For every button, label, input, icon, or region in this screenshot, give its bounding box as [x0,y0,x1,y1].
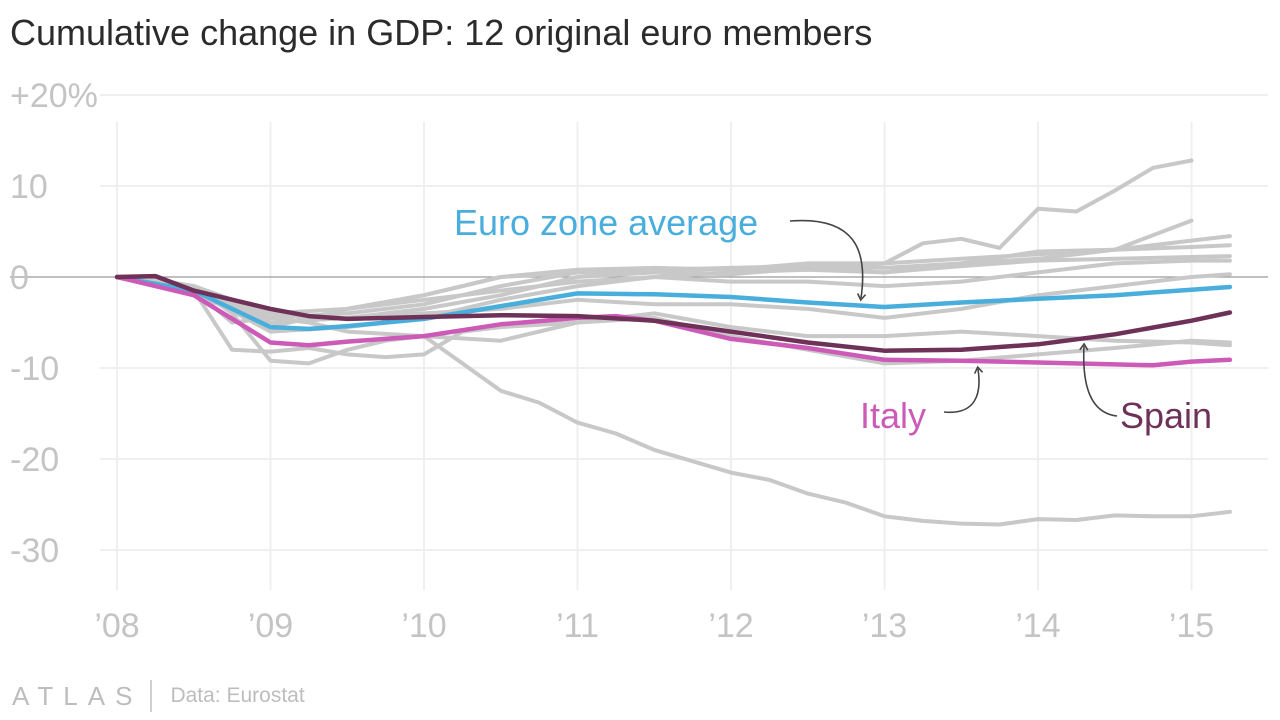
atlas-logo: ATLAS [12,680,143,711]
x-tick-label: ’15 [1169,607,1214,645]
spain-line [114,273,1233,353]
x-axis-ticks: ’08 ’09 ’10 ’11 ’12 ’13 ’14 ’15 [94,607,1214,645]
y-tick-label: -20 [10,441,59,479]
euro-zone-average-line [114,274,1233,332]
y-tick-label: 0 [10,259,29,297]
euro-zone-average-label: Euro zone average [454,202,758,243]
italy-label: Italy [860,395,926,436]
spain-label: Spain [1120,395,1212,436]
footer: ATLAS Data: Eurostat [12,676,305,716]
country-line [115,275,1232,366]
y-tick-label: +20% [10,77,98,115]
x-tick-label: ’11 [556,607,599,645]
country-line [115,275,1232,527]
italy-arrow [943,365,984,413]
source-note: Data: Eurostat [170,684,305,707]
x-tick-label: ’13 [862,607,907,645]
highlighted-lines [114,273,1233,368]
gridlines [10,94,1268,590]
footer-divider [150,680,153,712]
x-tick-label: ’09 [248,607,293,645]
spain-arrow [1079,342,1118,417]
y-tick-label: -30 [10,532,59,570]
chart-title: Cumulative change in GDP: 12 original eu… [10,12,873,53]
x-tick-label: ’14 [1015,607,1060,645]
x-tick-label: ’12 [708,607,753,645]
country-line [115,258,1232,316]
annotations: Euro zone average Italy Spain [454,202,1212,436]
y-axis-ticks: +20% 10 0 -10 -20 -30 [10,77,98,570]
euro-zone-average-arrow [789,219,867,302]
country-line [115,272,1232,325]
y-tick-label: -10 [10,350,59,388]
y-tick-label: 10 [10,168,48,206]
x-tick-label: ’10 [401,607,446,645]
x-tick-label: ’08 [94,607,139,645]
